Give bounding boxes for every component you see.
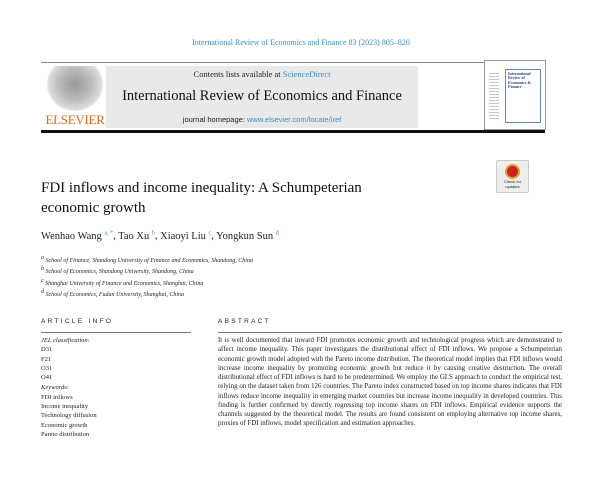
tree-icon [46, 66, 104, 112]
journal-header: Contents lists available at ScienceDirec… [106, 66, 418, 128]
abstract-text: It is well documented that inward FDI pr… [218, 337, 562, 428]
divider [218, 332, 562, 333]
keyword: Technology diffusion [41, 412, 97, 420]
title-line: economic growth [41, 200, 146, 216]
article-title: FDI inflows and income inequality: A Sch… [41, 178, 362, 218]
cover-title: International Review of Economics & Fina… [505, 69, 541, 123]
affiliation: b School of Economics, Shandong Universi… [41, 266, 194, 276]
journal-cover[interactable]: International Review of Economics & Fina… [484, 60, 546, 130]
check-updates-icon [505, 164, 520, 179]
affiliation: c Shanghai University of Finance and Eco… [41, 277, 204, 287]
author[interactable]: Tao Xu b [118, 230, 155, 242]
sciencedirect-link[interactable]: ScienceDirect [282, 69, 331, 79]
keyword: Income inequality [41, 403, 89, 411]
jel-code: O41 [41, 374, 53, 382]
divider [41, 332, 191, 333]
author[interactable]: Yongkun Sun d [216, 230, 279, 242]
jel-code: D31 [41, 346, 53, 354]
publisher-logo-text: ELSEVIER [45, 112, 105, 127]
check-for-updates-button[interactable]: Check for updates [496, 160, 529, 193]
authors: Wenhao Wang a, *, Tao Xu b, Xiaoyi Liu c… [41, 230, 279, 242]
elsevier-logo: ELSEVIER [41, 66, 109, 128]
keywords-label: Keywords: [41, 384, 69, 392]
journal-title: International Review of Economics and Fi… [122, 88, 402, 104]
homepage-link[interactable]: www.elsevier.com/locate/iref [247, 115, 342, 124]
homepage-label: journal homepage: [182, 115, 247, 124]
contents-prefix: Contents lists available at [193, 69, 283, 79]
affiliations: a School of Finance, Shandong University… [41, 254, 253, 299]
check-updates-label: Check for updates [503, 179, 522, 189]
jel-code: F21 [41, 355, 52, 363]
affiliation: a School of Finance, Shandong University… [41, 255, 253, 264]
divider [41, 130, 545, 133]
keyword: FDI inflows [41, 393, 73, 401]
jel-label: JEL classification: [41, 337, 90, 344]
cover-sidebar [489, 71, 499, 119]
journal-citation[interactable]: International Review of Economics and Fi… [192, 38, 410, 47]
jel-code: O31 [41, 364, 53, 372]
abstract-heading: ABSTRACT [218, 318, 272, 325]
affiliation: d School of Economics, Fudan University,… [41, 288, 184, 298]
homepage-line: journal homepage: www.elsevier.com/locat… [106, 115, 418, 124]
title-line: FDI inflows and income inequality: A Sch… [41, 180, 362, 196]
contents-line: Contents lists available at ScienceDirec… [106, 69, 418, 79]
article-info: JEL classification: D31 F21 O31 O41 Keyw… [41, 336, 97, 439]
keyword: Economic growth [41, 421, 88, 429]
author[interactable]: Xiaoyi Liu c [160, 230, 212, 242]
divider [41, 62, 485, 63]
keyword: Pareto distribution [41, 430, 90, 438]
author[interactable]: Wenhao Wang a, * [41, 230, 114, 242]
article-info-heading: ARTICLE INFO [41, 318, 114, 325]
